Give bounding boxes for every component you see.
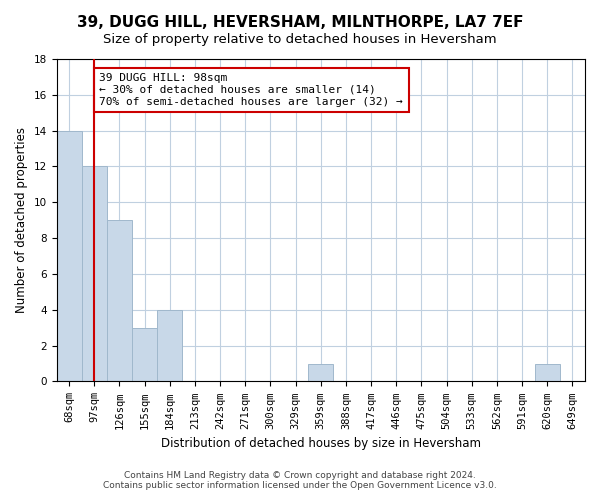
Bar	[535, 364, 560, 382]
Bar	[132, 328, 157, 382]
Bar	[56, 130, 82, 382]
Y-axis label: Number of detached properties: Number of detached properties	[15, 127, 28, 313]
Bar	[157, 310, 182, 382]
Text: Contains HM Land Registry data © Crown copyright and database right 2024.
Contai: Contains HM Land Registry data © Crown c…	[103, 470, 497, 490]
Text: 39, DUGG HILL, HEVERSHAM, MILNTHORPE, LA7 7EF: 39, DUGG HILL, HEVERSHAM, MILNTHORPE, LA…	[77, 15, 523, 30]
Bar	[82, 166, 107, 382]
Bar	[308, 364, 334, 382]
Bar	[107, 220, 132, 382]
Text: Size of property relative to detached houses in Heversham: Size of property relative to detached ho…	[103, 32, 497, 46]
Text: 39 DUGG HILL: 98sqm
← 30% of detached houses are smaller (14)
70% of semi-detach: 39 DUGG HILL: 98sqm ← 30% of detached ho…	[100, 74, 403, 106]
X-axis label: Distribution of detached houses by size in Heversham: Distribution of detached houses by size …	[161, 437, 481, 450]
